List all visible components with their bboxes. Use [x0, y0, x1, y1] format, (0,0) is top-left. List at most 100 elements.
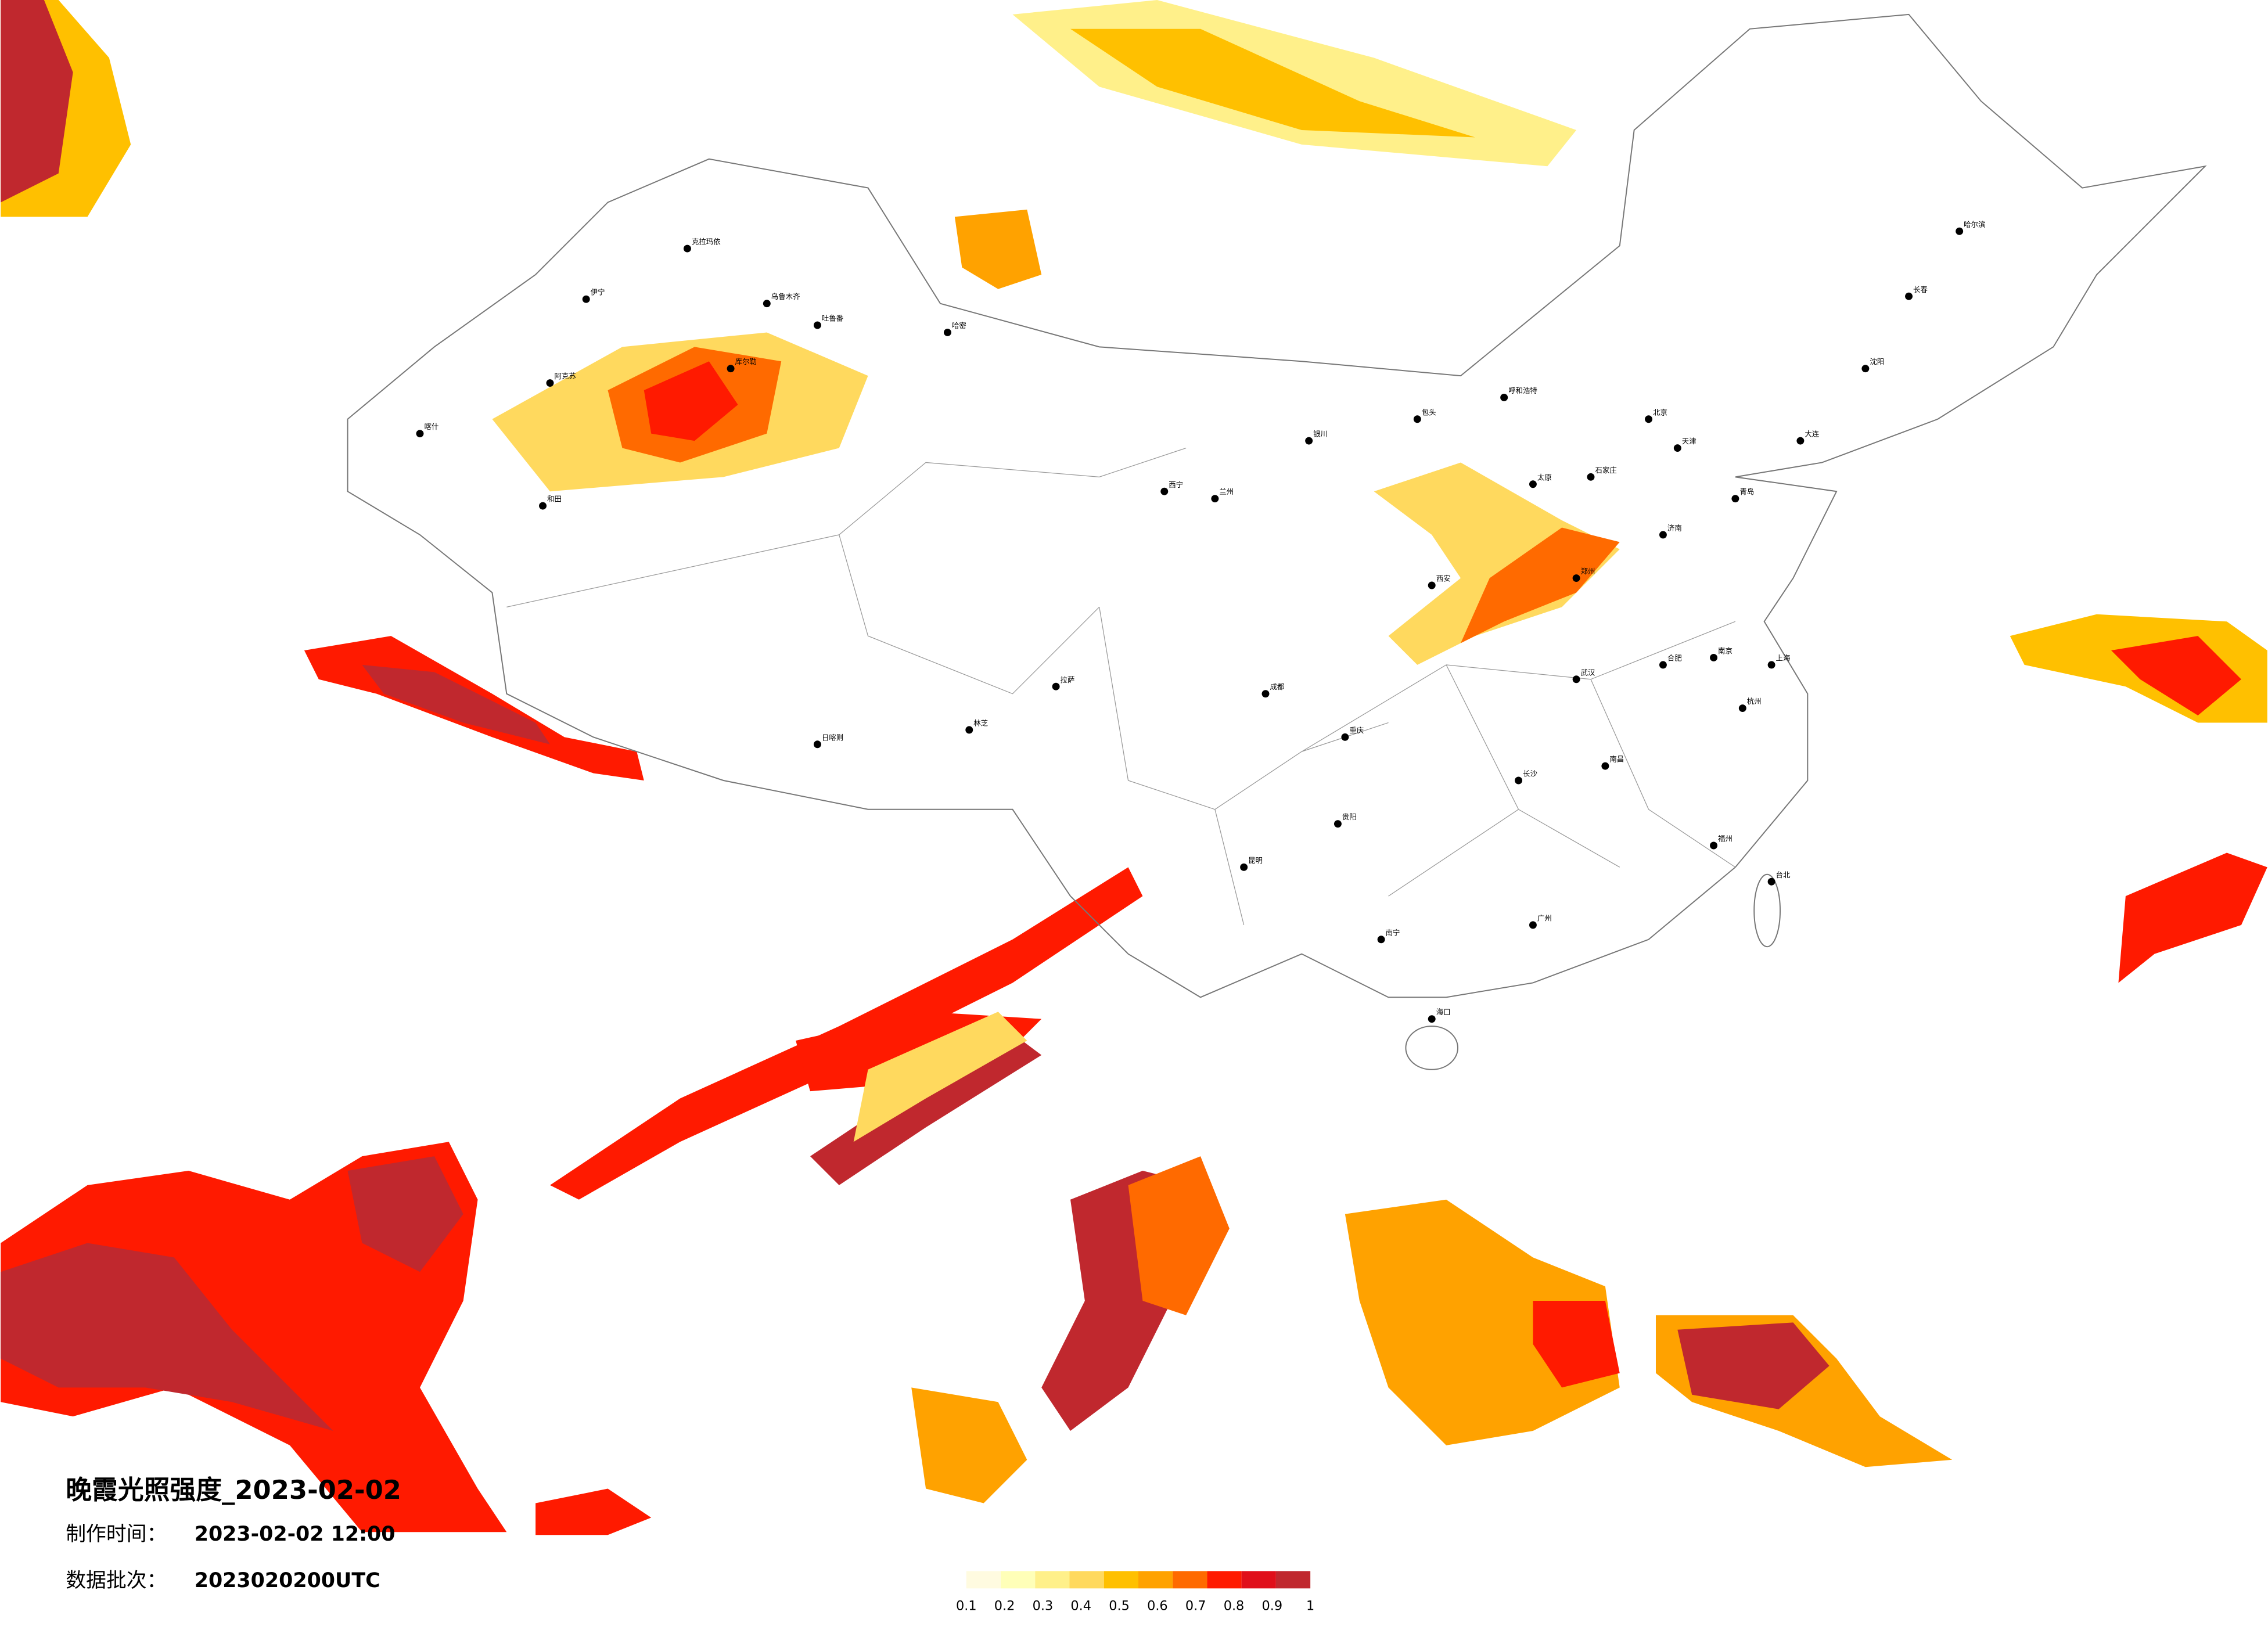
city-label: 林芝 — [973, 718, 988, 727]
heat-region — [535, 1488, 652, 1535]
heat-region — [362, 664, 550, 744]
colorbar-tick-label: 0.1 — [956, 1599, 977, 1614]
city-label: 银川 — [1313, 430, 1328, 438]
city-dot — [1905, 292, 1913, 300]
info-block: 晚霞光照强度_2023-02-02 制作时间： 2023-02-02 12:00… — [66, 1474, 401, 1592]
city-label: 合肥 — [1667, 653, 1682, 662]
city-label: 大连 — [1805, 430, 1819, 438]
city-label: 长沙 — [1523, 769, 1537, 778]
city-dot — [1587, 473, 1595, 481]
colorbar-swatch — [1173, 1571, 1207, 1589]
city-label: 郑州 — [1581, 567, 1595, 575]
made-time: 2023-02-02 12:00 — [195, 1523, 396, 1546]
city-dot — [1659, 661, 1667, 669]
city-dot — [1731, 495, 1739, 503]
colorbar-tick-label: 0.8 — [1224, 1599, 1245, 1614]
city-label: 南京 — [1718, 646, 1733, 655]
heat-region — [644, 361, 738, 441]
city-label: 济南 — [1667, 523, 1682, 532]
heat-region — [1128, 1156, 1230, 1315]
city-dot — [943, 328, 951, 336]
province-border — [506, 447, 1736, 926]
taiwan-border — [1753, 873, 1781, 948]
city-label: 呼和浩特 — [1508, 386, 1537, 395]
city-dot — [1601, 762, 1609, 770]
city-label: 伊宁 — [591, 288, 605, 297]
city-label: 武汉 — [1581, 668, 1595, 677]
city-label: 青岛 — [1739, 487, 1754, 496]
city-dot — [1261, 690, 1270, 698]
city-dot — [1572, 574, 1580, 582]
heat-region — [1, 1243, 333, 1431]
batch: 2023020200UTC — [195, 1569, 380, 1592]
city-dot — [582, 295, 590, 303]
city-label: 北京 — [1653, 408, 1667, 416]
colorbar-tick-label: 0.3 — [1033, 1599, 1054, 1614]
city-label: 兰州 — [1219, 487, 1234, 496]
city-dot — [1334, 820, 1342, 828]
colorbar: 0.1 0.2 0.3 0.4 0.5 0.6 0.7 0.8 0.9 1 — [956, 1571, 1314, 1614]
city-label: 杭州 — [1747, 697, 1762, 706]
colorbar-swatch — [1035, 1571, 1070, 1589]
city-label: 西安 — [1436, 574, 1451, 583]
city-label: 吐鲁番 — [822, 314, 844, 323]
hainan-border — [1405, 1026, 1459, 1070]
heat-region — [954, 209, 1042, 289]
city-dot — [1377, 936, 1385, 944]
city-label: 石家庄 — [1595, 466, 1616, 474]
heat-region — [1345, 1199, 1620, 1445]
colorbar-tick-label: 0.7 — [1185, 1599, 1206, 1614]
city-dot — [1428, 1015, 1436, 1023]
city-dot — [1710, 841, 1718, 850]
heat-region — [1460, 527, 1620, 643]
heat-region — [2111, 636, 2241, 715]
heat-region — [853, 1012, 1027, 1142]
city-dot — [727, 365, 735, 373]
city-label: 台北 — [1776, 870, 1791, 879]
city-dot — [1659, 531, 1667, 539]
city-dot — [1529, 921, 1537, 929]
batch-label: 数据批次： — [66, 1569, 167, 1592]
city-dot — [1428, 581, 1436, 589]
made-label: 制作时间： — [66, 1523, 167, 1546]
city-dot — [1515, 776, 1523, 785]
city-dot — [1500, 393, 1508, 401]
heat-region — [810, 1033, 1042, 1185]
city-label: 阿克苏 — [554, 372, 576, 380]
city-label: 昆明 — [1248, 856, 1263, 865]
city-dot — [813, 740, 821, 749]
map-title: 晚霞光照强度_2023-02-02 — [66, 1474, 401, 1505]
city-dot — [1645, 415, 1653, 423]
heat-region — [911, 1387, 1027, 1503]
colorbar-swatch — [1104, 1571, 1138, 1589]
city-dot — [1738, 704, 1746, 713]
city-dot — [539, 502, 547, 510]
country-border — [347, 13, 2207, 998]
city-label: 广州 — [1537, 913, 1552, 922]
heat-region — [1533, 1301, 1620, 1388]
colorbar-swatch — [1069, 1571, 1104, 1589]
heat-region — [1070, 28, 1475, 138]
colorbar-swatch — [1001, 1571, 1036, 1589]
city-label: 太原 — [1537, 473, 1552, 481]
city-label: 福州 — [1718, 834, 1733, 843]
heat-region — [1, 0, 73, 203]
city-label: 哈密 — [952, 321, 966, 330]
city-label: 和田 — [547, 495, 562, 503]
city-label: 沈阳 — [1870, 357, 1884, 366]
city-label: 克拉玛依 — [692, 238, 721, 246]
city-dot — [416, 430, 424, 438]
heat-region — [2118, 852, 2267, 983]
city-label: 西宁 — [1169, 480, 1183, 489]
city-dot — [763, 300, 771, 308]
city-dot — [1052, 682, 1060, 690]
city-dot — [1796, 437, 1805, 445]
city-dot — [1767, 661, 1775, 669]
city-dot — [1956, 227, 1964, 235]
city-label: 天津 — [1682, 437, 1696, 445]
city-label: 包头 — [1422, 408, 1436, 416]
city-dot — [813, 321, 821, 329]
heat-region — [347, 1156, 463, 1272]
